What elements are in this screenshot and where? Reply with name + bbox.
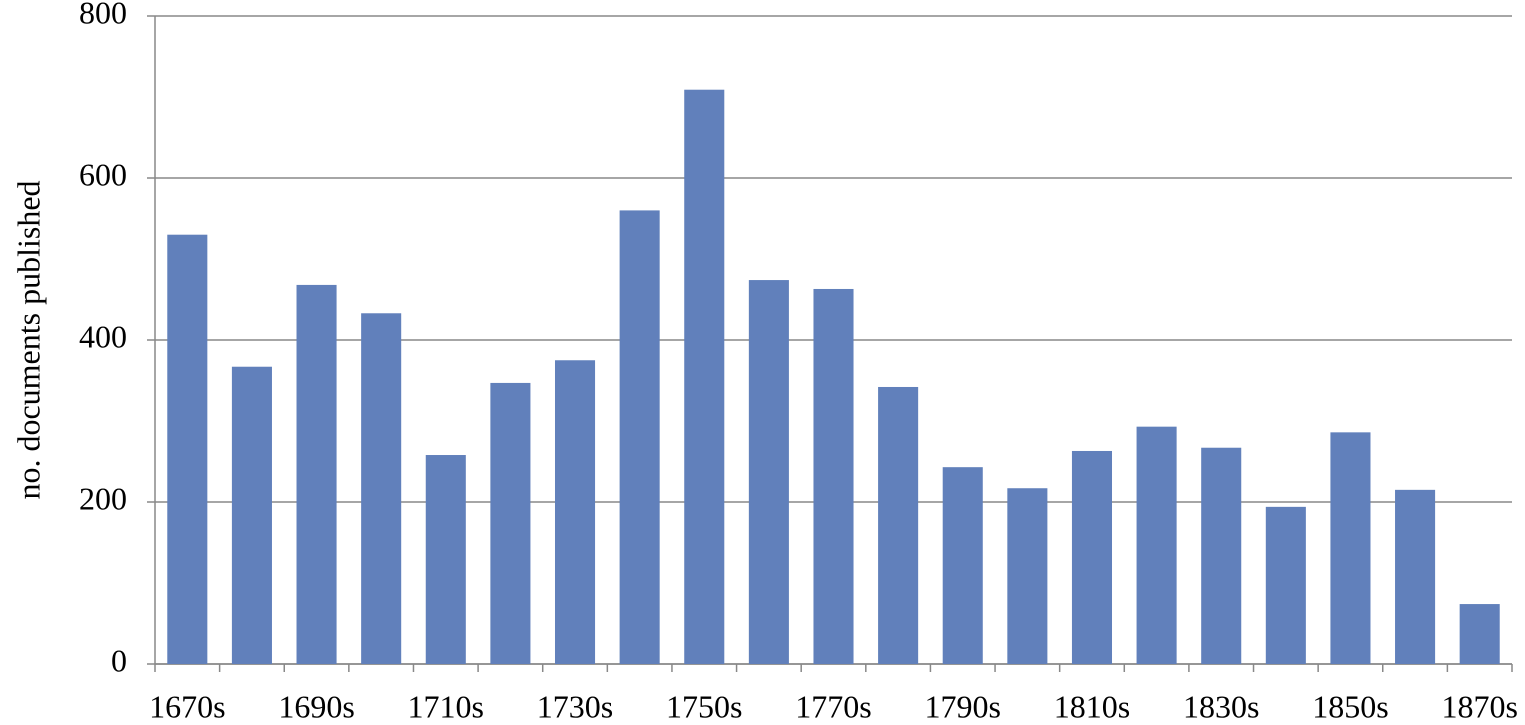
bar	[425, 455, 466, 664]
bar	[361, 313, 402, 664]
y-tick-label: 400	[79, 318, 127, 354]
bar	[231, 366, 272, 664]
bar	[684, 89, 725, 664]
x-tick-label: 1710s	[408, 688, 484, 724]
bar	[1007, 488, 1048, 664]
bar	[167, 234, 208, 664]
bar	[619, 210, 660, 664]
bar	[1395, 489, 1436, 664]
bar	[1265, 506, 1306, 664]
x-tick-label: 1690s	[278, 688, 354, 724]
x-tick-label: 1870s	[1441, 688, 1517, 724]
x-tick-label: 1790s	[925, 688, 1001, 724]
bar	[1201, 447, 1242, 664]
y-tick-label: 0	[111, 642, 127, 678]
x-tick-label: 1830s	[1183, 688, 1259, 724]
bar	[1071, 450, 1113, 664]
bar	[1459, 604, 1500, 664]
y-tick-label: 800	[79, 0, 127, 30]
y-tick-label: 200	[79, 480, 127, 516]
bar	[490, 382, 531, 664]
bar	[878, 386, 919, 664]
y-axis-label: no. documents published	[10, 180, 46, 499]
bar	[1330, 432, 1371, 664]
bar	[942, 467, 983, 664]
x-tick-label: 1770s	[795, 688, 871, 724]
bar	[813, 288, 854, 664]
x-tick-label: 1730s	[537, 688, 613, 724]
y-tick-label: 600	[79, 156, 127, 192]
bar	[296, 284, 337, 664]
x-tick-label: 1810s	[1054, 688, 1130, 724]
bar	[1136, 426, 1177, 664]
x-tick-label: 1850s	[1312, 688, 1388, 724]
x-tick-label: 1670s	[149, 688, 225, 724]
bar	[554, 360, 596, 664]
x-tick-label: 1750s	[666, 688, 742, 724]
bar	[748, 280, 789, 664]
